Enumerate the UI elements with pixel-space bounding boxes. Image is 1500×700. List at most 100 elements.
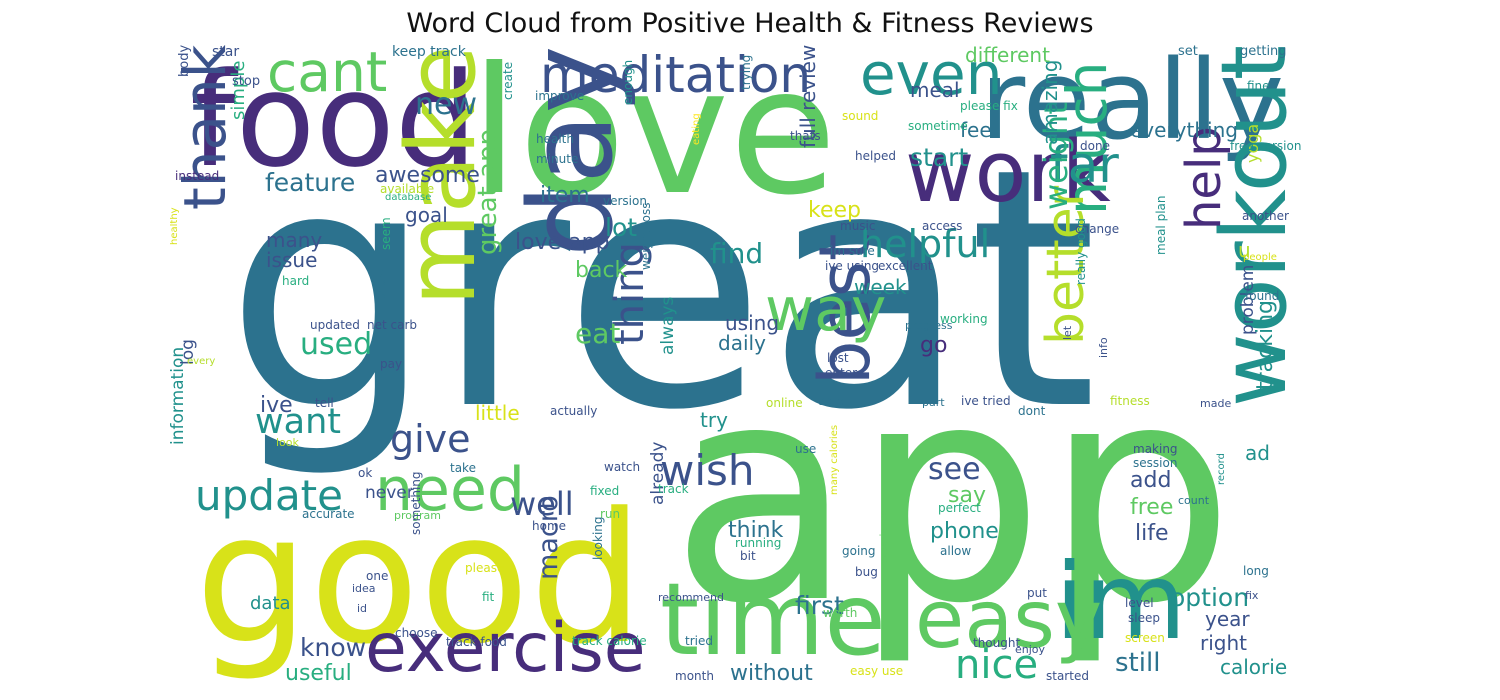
cloud-word-set: set xyxy=(1178,45,1198,59)
cloud-word-want: want xyxy=(255,402,341,442)
cloud-word-first: first xyxy=(795,591,844,620)
cloud-word-used: used xyxy=(300,327,373,362)
cloud-word-thought: thought xyxy=(973,636,1021,650)
cloud-word-goal: goal xyxy=(405,203,448,227)
cloud-word-create: create xyxy=(501,61,515,100)
cloud-word-id: id xyxy=(357,602,368,615)
cloud-word-able: able xyxy=(818,394,844,408)
cloud-word-feature: feature xyxy=(265,168,356,197)
cloud-word-love: love xyxy=(470,45,837,234)
cloud-word-feel: feel xyxy=(960,118,998,142)
cloud-word-please: please xyxy=(465,561,505,575)
cloud-word-see: see xyxy=(928,452,981,487)
cloud-word-item: item xyxy=(540,183,590,208)
cloud-word-go: go xyxy=(920,333,948,358)
cloud-word-thats: thats xyxy=(790,129,821,143)
cloud-word-fix: fix xyxy=(1245,589,1259,602)
cloud-word-data: data xyxy=(250,593,291,614)
cloud-word-year: year xyxy=(1205,607,1250,631)
cloud-word-something: something xyxy=(409,471,423,535)
cloud-word-option: option xyxy=(1170,583,1250,612)
cloud-word-phone: phone xyxy=(930,519,999,544)
cloud-word-program: program xyxy=(394,509,441,522)
cloud-word-great: great xyxy=(225,98,1098,482)
cloud-word-amazing: amazing xyxy=(1038,59,1062,145)
cloud-word-start: start xyxy=(910,143,969,172)
cloud-word-sleep: sleep xyxy=(1128,611,1160,625)
cloud-word-track-calorie: track calorie xyxy=(572,634,647,648)
cloud-word-good: good xyxy=(195,475,644,684)
cloud-word-home: home xyxy=(532,519,567,533)
cloud-word-free-version: free version xyxy=(1230,139,1302,153)
cloud-word-making: making xyxy=(1133,442,1178,456)
cloud-word-simple: simple xyxy=(228,60,249,120)
cloud-word-hard: hard xyxy=(282,274,310,288)
cloud-word-every: every xyxy=(187,356,216,367)
cloud-word-online: online xyxy=(766,396,803,410)
cloud-word-back: back xyxy=(575,258,628,283)
cloud-word-working: working xyxy=(940,312,988,326)
cloud-word-choose: choose xyxy=(395,626,438,640)
cloud-word-using: using xyxy=(725,311,780,335)
cloud-word-time: time xyxy=(660,561,886,678)
cloud-word-meal: meal xyxy=(910,78,960,102)
cloud-word-try: try xyxy=(700,408,728,432)
cloud-word-lost: lost xyxy=(827,351,849,365)
cloud-word-daily: daily xyxy=(718,331,766,355)
cloud-word-sometime: sometime xyxy=(908,119,968,133)
cloud-word-little: little xyxy=(475,401,520,425)
cloud-word-people: people xyxy=(1243,252,1277,263)
cloud-word-add: add xyxy=(1130,468,1172,493)
cloud-word-info: info xyxy=(1097,337,1110,358)
cloud-word-count: count xyxy=(1178,494,1210,507)
cloud-word-stop: stop xyxy=(232,74,261,89)
cloud-word-run: run xyxy=(600,507,621,521)
cloud-word-fine: fine xyxy=(1247,79,1270,93)
cloud-word-going: going xyxy=(842,544,876,558)
cloud-word-let: let xyxy=(1061,325,1074,340)
cloud-word-bug: bug xyxy=(855,565,878,579)
cloud-word-long: long xyxy=(1243,564,1269,578)
cloud-word-meditation: meditation xyxy=(540,46,812,104)
cloud-word-im: im xyxy=(1055,541,1187,663)
cloud-word-macro: macro xyxy=(533,495,564,580)
cloud-word-ive-using: ive using xyxy=(825,259,880,273)
cloud-word-love-app: love app xyxy=(515,230,610,255)
cloud-word-net-carb: net carb xyxy=(367,318,418,332)
cloud-word-different: different xyxy=(965,45,1050,67)
cloud-word-show: show xyxy=(374,268,388,300)
cloud-word-im-sure: im sure xyxy=(830,244,875,258)
cloud-word-find: find xyxy=(710,237,764,270)
cloud-word-track-food: track food xyxy=(446,635,507,649)
cloud-word-food: food xyxy=(190,45,478,196)
cloud-word-really-good: really good xyxy=(1074,218,1088,285)
cloud-word-still: still xyxy=(1115,648,1161,678)
cloud-word-session: session xyxy=(1133,456,1178,470)
cloud-word-fixed: fixed xyxy=(590,484,620,498)
cloud-word-worth: worth xyxy=(823,606,858,620)
cloud-word-exercise: exercise xyxy=(365,609,646,685)
cloud-word-need: need xyxy=(375,455,525,525)
cloud-word-many-calories: many calories xyxy=(829,424,840,495)
cloud-word-pay: pay xyxy=(380,357,403,371)
cloud-word-looking: looking xyxy=(591,516,605,560)
cloud-word-getting: getting xyxy=(1240,45,1287,59)
cloud-word-calorie: calorie xyxy=(1220,655,1288,679)
cloud-word-work: work xyxy=(905,123,1111,222)
cloud-word-weight-loss: weight loss xyxy=(639,202,653,270)
cloud-word-watch: watch xyxy=(604,460,641,474)
cloud-word-tell: tell xyxy=(315,396,334,410)
cloud-word-actually: actually xyxy=(550,404,598,418)
cloud-word-please-fix: please fix xyxy=(960,99,1018,113)
cloud-word-cant: cant xyxy=(267,45,388,104)
cloud-word-minute: minute xyxy=(536,152,579,166)
cloud-word-started: started xyxy=(1046,669,1089,683)
cloud-word-give: give xyxy=(390,417,471,461)
cloud-word-use: use xyxy=(795,442,817,456)
cloud-word-ad: ad xyxy=(1245,441,1270,465)
cloud-word-tracking: tracking xyxy=(1253,299,1278,390)
cloud-word-trying: trying xyxy=(739,54,753,90)
cloud-word-great-app: great app xyxy=(473,129,503,255)
cloud-word-easy-use: easy use xyxy=(850,664,904,678)
cloud-word-never: never xyxy=(365,483,414,503)
